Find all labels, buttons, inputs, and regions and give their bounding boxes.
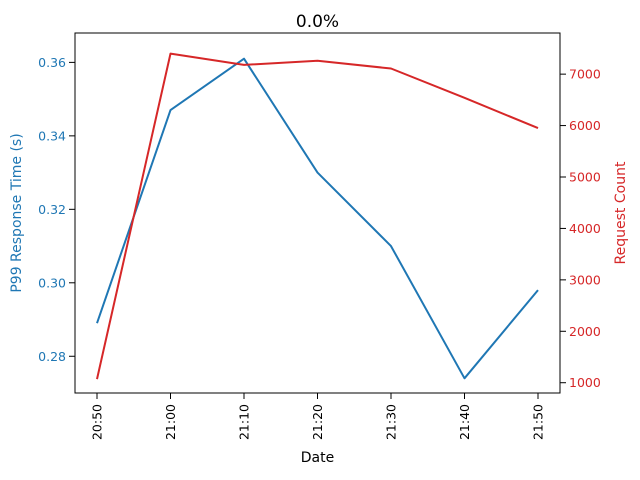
right-tick-label: 7000	[569, 67, 601, 82]
x-tick-label: 21:00	[163, 404, 178, 440]
x-tick-label: 20:50	[90, 404, 105, 440]
left-tick-label: 0.34	[38, 128, 66, 143]
chart-title: 0.0%	[296, 12, 339, 32]
x-tick-label: 21:50	[531, 404, 546, 440]
x-tick-label: 21:30	[384, 404, 399, 440]
right-tick-label: 6000	[569, 118, 601, 133]
plot-border	[74, 32, 561, 394]
p99-response-time-line	[96, 57, 539, 380]
right-tick-label: 2000	[569, 324, 601, 339]
x-tick-label: 21:10	[237, 404, 252, 440]
x-tick-label: 21:40	[457, 404, 472, 440]
right-tick-label: 1000	[569, 375, 601, 390]
x-tick-label: 21:20	[310, 404, 325, 440]
right-tick-label: 4000	[569, 221, 601, 236]
left-tick-label: 0.30	[38, 275, 66, 290]
left-axis-label: P99 Response Time (s)	[9, 133, 25, 292]
right-axis-label: Request Count	[613, 161, 629, 264]
right-tick-label: 3000	[569, 272, 601, 287]
left-tick-label: 0.36	[38, 55, 66, 70]
request-count-line	[96, 52, 539, 380]
right-tick-label: 5000	[569, 170, 601, 185]
left-tick-label: 0.32	[38, 202, 66, 217]
x-axis-label: Date	[301, 450, 334, 466]
left-tick-label: 0.28	[38, 349, 66, 364]
